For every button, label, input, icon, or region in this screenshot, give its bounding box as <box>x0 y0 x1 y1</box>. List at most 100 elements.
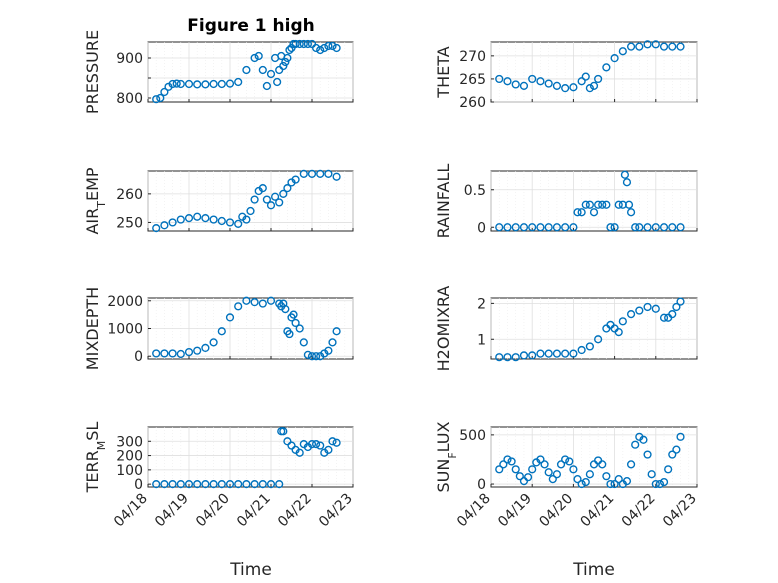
data-point <box>602 200 611 209</box>
data-point <box>581 477 590 487</box>
data-point <box>626 208 636 217</box>
data-point <box>552 349 562 358</box>
data-point <box>281 304 290 314</box>
data-point <box>289 310 298 319</box>
data-point <box>585 342 594 351</box>
data-point <box>295 448 304 457</box>
data-point <box>152 349 161 358</box>
data-point <box>643 302 652 312</box>
data-point <box>528 223 537 232</box>
data-point <box>225 313 235 322</box>
data-point <box>581 72 590 81</box>
data-point <box>610 479 619 489</box>
data-point <box>523 473 533 482</box>
plot-area <box>490 41 698 103</box>
data-point <box>569 349 578 358</box>
data-point <box>624 200 634 209</box>
data-point <box>594 335 603 344</box>
plot-area <box>147 426 354 488</box>
data-point <box>283 184 292 193</box>
data-point <box>635 223 644 232</box>
data-point <box>651 479 660 489</box>
data-point <box>643 450 652 459</box>
data-point <box>303 350 313 359</box>
data-point <box>585 200 594 209</box>
data-point <box>273 77 282 87</box>
data-point <box>664 465 673 474</box>
data-point <box>303 39 313 49</box>
data-point <box>258 184 267 193</box>
data-point <box>544 223 553 232</box>
data-point <box>266 480 276 489</box>
data-point <box>201 480 210 489</box>
y-tick-label: 1000 <box>107 322 143 338</box>
data-point <box>242 215 251 224</box>
data-point <box>160 480 169 489</box>
data-point <box>639 435 648 444</box>
data-point <box>620 170 630 179</box>
data-point <box>614 327 623 337</box>
data-point <box>577 208 586 217</box>
data-point <box>332 438 341 447</box>
data-point <box>511 223 520 232</box>
x-axis-label-right: Time <box>572 560 615 580</box>
data-point <box>291 175 300 184</box>
y-tick-label: 0.5 <box>464 183 486 199</box>
data-point <box>152 224 161 233</box>
data-point <box>254 51 263 61</box>
data-point <box>651 223 660 232</box>
data-point <box>262 81 272 91</box>
data-point <box>503 455 512 464</box>
data-point <box>234 302 243 311</box>
data-point <box>519 81 529 90</box>
subplot-1: 260 265 270 THETA <box>434 40 698 111</box>
data-point <box>668 310 677 319</box>
data-point <box>626 310 636 319</box>
data-point <box>242 296 251 305</box>
data-point <box>507 457 516 466</box>
data-point <box>606 479 615 489</box>
data-point <box>295 324 304 333</box>
data-point <box>659 477 669 487</box>
data-point <box>271 192 280 201</box>
data-point <box>299 338 308 347</box>
data-point <box>655 479 665 489</box>
data-point <box>152 480 161 489</box>
data-point <box>511 465 520 474</box>
data-point <box>275 480 284 489</box>
data-point <box>622 476 632 486</box>
data-point <box>160 349 169 358</box>
y-tick-label: 900 <box>116 51 143 67</box>
data-point <box>668 450 677 459</box>
data-point <box>262 195 272 204</box>
data-point <box>552 470 562 479</box>
data-point <box>651 40 660 49</box>
data-point <box>324 346 333 355</box>
data-point <box>332 172 341 181</box>
data-point <box>606 223 615 232</box>
data-point <box>581 200 590 209</box>
data-point <box>225 218 235 227</box>
x-tick-label: 04/21 <box>234 491 274 531</box>
data-point <box>242 65 251 75</box>
data-point <box>668 223 677 232</box>
y-tick-label: 500 <box>459 428 486 444</box>
data-point <box>160 221 169 230</box>
data-point <box>626 460 636 469</box>
data-point <box>556 460 566 469</box>
data-point <box>209 79 218 89</box>
data-point <box>495 465 504 474</box>
data-point <box>511 80 520 89</box>
data-point <box>676 42 685 51</box>
y-tick-label: 300 <box>116 434 143 450</box>
data-point <box>287 441 296 450</box>
data-point <box>332 327 341 336</box>
data-point <box>250 480 259 489</box>
y-tick-label: 0 <box>477 477 486 493</box>
y-axis-label: TERRMSL <box>83 422 108 494</box>
data-point <box>168 480 177 489</box>
x-tick-label: 04/20 <box>536 491 576 531</box>
data-point <box>225 480 235 489</box>
data-point <box>569 465 578 474</box>
